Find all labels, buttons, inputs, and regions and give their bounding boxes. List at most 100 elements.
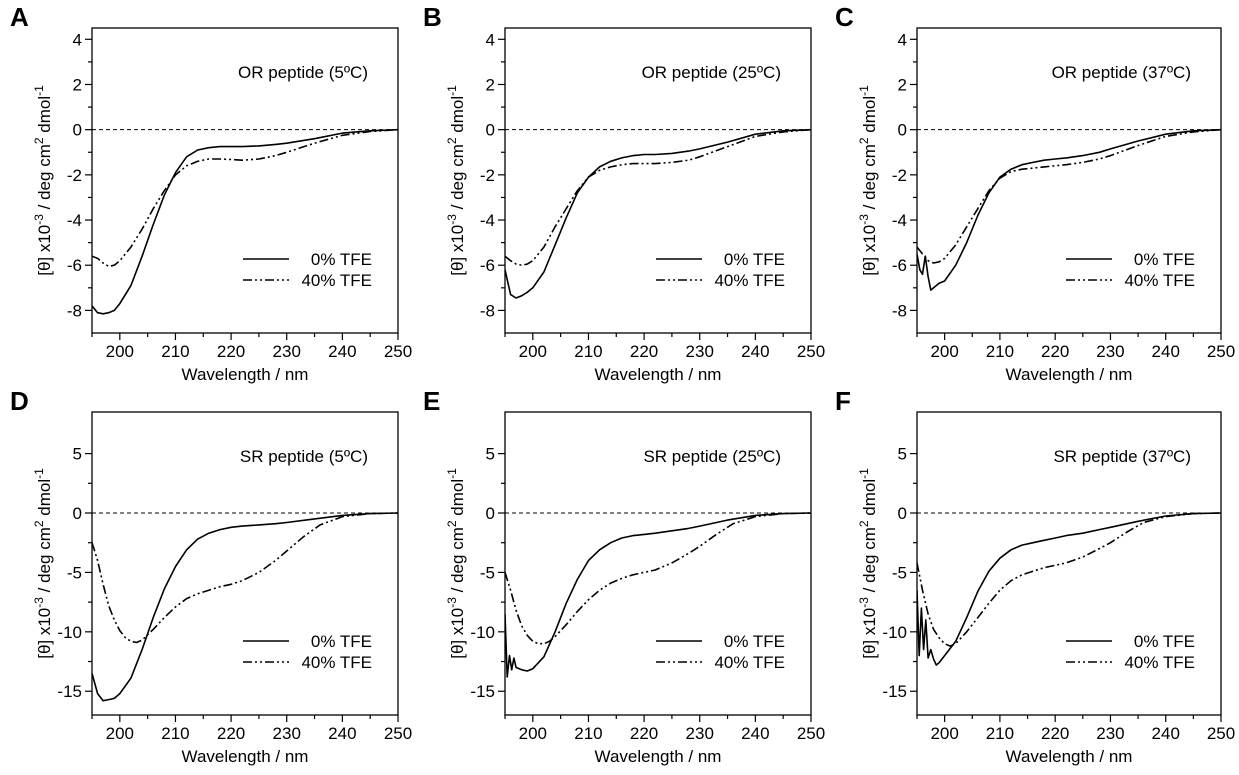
- x-tick-label: 210: [161, 342, 189, 361]
- y-tick-label: -4: [892, 211, 907, 230]
- x-tick-label: 220: [1041, 342, 1069, 361]
- series-line-0-tfe: [917, 512, 1221, 666]
- x-tick-label: 250: [1207, 342, 1235, 361]
- y-tick-label: -2: [67, 166, 82, 185]
- x-tick-label: 210: [574, 724, 602, 743]
- y-axis-title-superscript: -3: [32, 597, 46, 608]
- x-tick-label: 250: [384, 724, 412, 743]
- y-axis-title: [θ] x10-3 / deg cm2 dmol-1: [445, 85, 467, 276]
- panel-annotation: SR peptide (37ºC): [1053, 447, 1191, 466]
- panel-a: 200 210 220 230 240 250 -8 -6 -4 -2 0 2 4 Wavelength …: [10, 2, 412, 384]
- x-tick-label: 250: [797, 342, 825, 361]
- x-tick-label: 200: [930, 724, 958, 743]
- plot-frame: [91, 27, 399, 334]
- y-axis-title-part: [θ] x10: [860, 225, 879, 276]
- y-axis-title-part: / deg cm: [448, 144, 467, 214]
- y-tick-label: -4: [480, 211, 495, 230]
- panel-annotation: SR peptide (5ºC): [240, 447, 368, 466]
- series-line-0-tfe: [92, 512, 398, 702]
- x-tick-label: 220: [1041, 724, 1069, 743]
- x-tick-label: 250: [797, 724, 825, 743]
- series-line-40-tfe: [917, 128, 1221, 264]
- x-tick-label: 240: [741, 724, 769, 743]
- series-line-0-tfe: [92, 128, 398, 315]
- series-line-40-tfe: [505, 128, 811, 266]
- legend-label: 40% TFE: [301, 653, 372, 672]
- y-tick-label: 0: [486, 504, 495, 523]
- x-tick-label: 230: [1096, 724, 1124, 743]
- y-tick-label: 2: [486, 75, 495, 94]
- y-tick-label: -15: [470, 682, 495, 701]
- x-tick-label: 240: [741, 342, 769, 361]
- plot-frame: [916, 411, 1222, 716]
- y-axis-title-superscript: -3: [857, 214, 871, 225]
- x-axis-title: Wavelength / nm: [182, 365, 309, 384]
- x-tick-label: 250: [384, 342, 412, 361]
- y-axis-title-part: dmol: [35, 96, 54, 138]
- x-tick-label: 210: [574, 342, 602, 361]
- y-tick-label: 2: [898, 75, 907, 94]
- y-axis-title-part: [θ] x10: [860, 608, 879, 659]
- y-axis-title-superscript: -3: [445, 214, 459, 225]
- y-tick-label: 2: [73, 75, 82, 94]
- y-axis-title-superscript: -1: [32, 468, 46, 479]
- y-axis-title-superscript: 2: [32, 520, 46, 527]
- legend-label: 0% TFE: [1134, 250, 1195, 269]
- y-axis-title-part: / deg cm: [35, 144, 54, 214]
- x-tick-label: 240: [328, 724, 356, 743]
- y-axis-title-superscript: -1: [445, 468, 459, 479]
- y-axis-title-part: [θ] x10: [35, 608, 54, 659]
- legend-label: 40% TFE: [1124, 653, 1195, 672]
- panel-annotation: OR peptide (37ºC): [1052, 63, 1191, 82]
- panel-letter: F: [835, 386, 851, 416]
- y-tick-label: -8: [480, 301, 495, 320]
- panel-letter: D: [10, 386, 29, 416]
- y-axis-title-part: dmol: [860, 96, 879, 138]
- y-tick-label: 5: [898, 445, 907, 464]
- legend-label: 40% TFE: [714, 653, 785, 672]
- panel-f: 200 210 220 230 240 250 -15 -10 -5 0 5 Wavelength /…: [835, 386, 1235, 766]
- y-tick-label: -2: [892, 166, 907, 185]
- y-axis-title-part: [θ] x10: [448, 608, 467, 659]
- y-axis-title-part: dmol: [448, 96, 467, 138]
- series-line-40-tfe: [505, 512, 811, 645]
- y-axis-title-superscript: -3: [445, 597, 459, 608]
- y-axis-title-superscript: -1: [857, 468, 871, 479]
- y-tick-label: -4: [67, 211, 82, 230]
- x-tick-label: 230: [273, 342, 301, 361]
- y-axis-title: [θ] x10-3 / deg cm2 dmol-1: [32, 468, 54, 659]
- plot-frame: [916, 27, 1222, 334]
- x-tick-label: 210: [986, 724, 1014, 743]
- y-tick-label: 4: [486, 30, 495, 49]
- y-axis-title: [θ] x10-3 / deg cm2 dmol-1: [32, 85, 54, 276]
- y-tick-label: -5: [892, 563, 907, 582]
- y-axis-title-superscript: 2: [445, 520, 459, 527]
- x-tick-label: 220: [217, 724, 245, 743]
- y-axis-title-part: / deg cm: [448, 527, 467, 597]
- x-tick-label: 210: [986, 342, 1014, 361]
- x-tick-label: 200: [519, 724, 547, 743]
- series-line-40-tfe: [917, 512, 1221, 647]
- plot-frame: [504, 27, 812, 334]
- panel-e: 200 210 220 230 240 250 -15 -10 -5 0 5 Wavelength /…: [423, 386, 825, 766]
- legend-label: 0% TFE: [724, 250, 785, 269]
- x-tick-label: 230: [686, 342, 714, 361]
- panel-letter: E: [423, 386, 440, 416]
- panel-letter: B: [423, 2, 442, 32]
- y-tick-label: 4: [898, 30, 907, 49]
- panel-annotation: OR peptide (25ºC): [642, 63, 781, 82]
- series-line-0-tfe: [505, 512, 811, 678]
- x-tick-label: 240: [1152, 724, 1180, 743]
- x-axis-title: Wavelength / nm: [595, 365, 722, 384]
- y-axis-title-superscript: -3: [32, 214, 46, 225]
- x-tick-label: 230: [1096, 342, 1124, 361]
- y-tick-label: 5: [486, 445, 495, 464]
- legend-label: 0% TFE: [311, 250, 372, 269]
- series-line-0-tfe: [505, 128, 811, 299]
- x-tick-label: 240: [1152, 342, 1180, 361]
- y-axis-title-part: dmol: [35, 479, 54, 521]
- y-tick-label: 5: [73, 445, 82, 464]
- y-axis-title: [θ] x10-3 / deg cm2 dmol-1: [857, 85, 879, 276]
- y-axis-title: [θ] x10-3 / deg cm2 dmol-1: [857, 468, 879, 659]
- y-tick-label: 0: [73, 504, 82, 523]
